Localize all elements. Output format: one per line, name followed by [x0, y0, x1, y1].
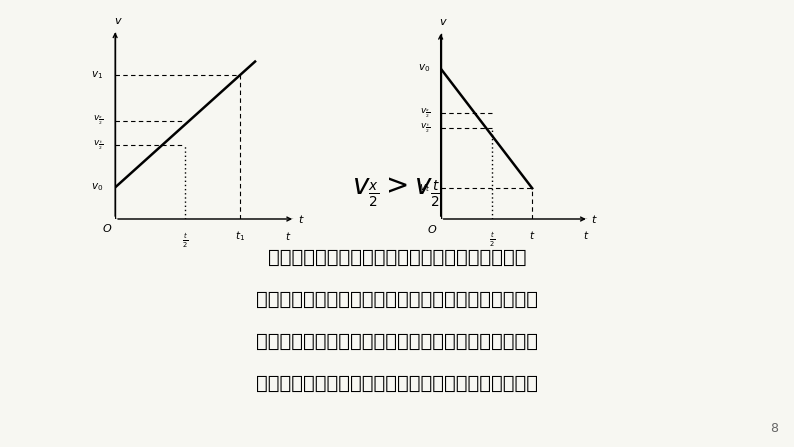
- Text: $v_{\frac{t}{2}}$: $v_{\frac{t}{2}}$: [420, 122, 430, 135]
- Text: $v_0$: $v_0$: [418, 63, 430, 75]
- Text: $t_1$: $t_1$: [235, 230, 245, 243]
- Text: $v_t$: $v_t$: [418, 182, 430, 194]
- Text: $t$: $t$: [583, 229, 589, 241]
- Text: $v_{\frac{t}{2}}$: $v_{\frac{t}{2}}$: [94, 139, 103, 152]
- Text: $t$: $t$: [285, 230, 291, 241]
- Text: $O$: $O$: [102, 222, 112, 234]
- Text: $v_0$: $v_0$: [91, 181, 103, 193]
- Text: $v_1$: $v_1$: [91, 69, 103, 81]
- Text: $\frac{t}{2}$: $\frac{t}{2}$: [182, 232, 188, 249]
- Text: 的相片、连续释放的质点等情境；等分位移的问题多见: 的相片、连续释放的质点等情境；等分位移的问题多见: [256, 332, 538, 351]
- Text: $t$: $t$: [299, 213, 305, 225]
- Text: $\frac{t}{2}$: $\frac{t}{2}$: [488, 231, 495, 249]
- Text: $t$: $t$: [592, 213, 598, 225]
- Text: 于子弹穿透相同的木板、物体滑过相同的区域等情境。: 于子弹穿透相同的木板、物体滑过相同的区域等情境。: [256, 374, 538, 393]
- Text: 8: 8: [770, 422, 778, 435]
- Text: $v$: $v$: [114, 16, 123, 26]
- Text: $v_{\frac{x}{2}}$: $v_{\frac{x}{2}}$: [420, 106, 430, 120]
- Text: $v_{\frac{x}{2}}>v_{\frac{t}{2}}$: $v_{\frac{x}{2}}>v_{\frac{t}{2}}$: [353, 175, 441, 209]
- Text: 运动学中经常涉及等分时间、等分位移的问题，等: 运动学中经常涉及等分时间、等分位移的问题，等: [268, 248, 526, 267]
- Text: $t$: $t$: [529, 229, 535, 241]
- Text: $v$: $v$: [439, 17, 448, 27]
- Text: $O$: $O$: [427, 224, 437, 235]
- Text: 分时间的问题多见于打点计时器打出的纸带、频闪照相: 分时间的问题多见于打点计时器打出的纸带、频闪照相: [256, 290, 538, 309]
- Text: $v_{\frac{x}{2}}$: $v_{\frac{x}{2}}$: [94, 114, 103, 127]
